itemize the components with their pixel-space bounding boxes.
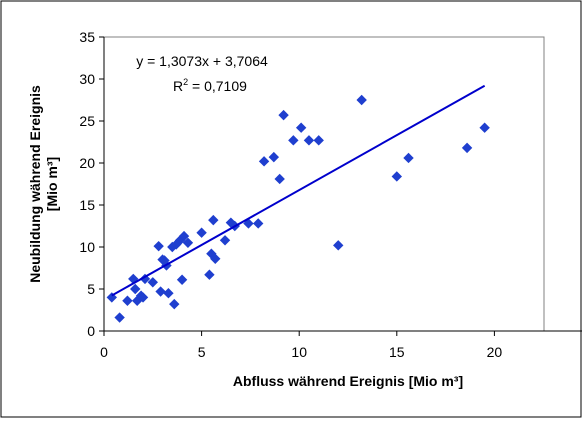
data-point: [295, 122, 307, 133]
y-axis-label-line1: Neubildung während Ereignis: [27, 85, 43, 283]
data-point: [163, 288, 174, 299]
data-point: [253, 218, 264, 229]
data-point: [268, 151, 280, 163]
data-point: [479, 122, 490, 133]
x-axis-label: Abfluss während Ereignis [Mio m³]: [233, 373, 463, 389]
y-axis-ticks: 0 5 10 15 20 25 30 35: [79, 29, 104, 339]
data-point: [258, 156, 270, 167]
data-point: [333, 240, 344, 251]
data-point: [403, 152, 414, 164]
r-squared-superscript: 2: [183, 77, 188, 87]
y-tick-label: 20: [79, 155, 95, 171]
y-tick-label: 5: [87, 281, 95, 297]
data-point: [461, 142, 473, 154]
x-tick-label: 5: [198, 344, 206, 360]
x-tick-label: 15: [389, 344, 405, 360]
data-point: [137, 292, 149, 303]
data-point: [303, 135, 315, 146]
data-point: [130, 283, 141, 295]
data-point: [147, 277, 158, 288]
data-point: [155, 286, 166, 297]
r-squared-label: R2 = 0,7109: [173, 77, 247, 94]
data-point: [176, 274, 188, 285]
data-point: [122, 295, 133, 306]
x-tick-label: 20: [487, 344, 503, 360]
trendline: [111, 84, 486, 297]
y-axis-label-line2: [Mio m³]: [44, 157, 60, 211]
data-point: [274, 173, 285, 185]
y-tick-label: 10: [79, 239, 95, 255]
data-point: [196, 227, 207, 238]
data-point: [219, 235, 231, 246]
data-point: [204, 269, 215, 280]
y-tick-label: 25: [79, 113, 95, 129]
data-point: [139, 273, 151, 285]
r-squared-prefix: R: [173, 78, 183, 94]
data-point: [114, 312, 125, 323]
x-tick-label: 10: [291, 344, 307, 360]
data-point: [169, 298, 180, 310]
data-point: [208, 214, 219, 226]
y-tick-label: 35: [79, 29, 95, 45]
data-point: [313, 135, 324, 146]
r-squared-value: = 0,7109: [188, 78, 247, 94]
y-tick-label: 0: [87, 323, 95, 339]
data-point: [288, 135, 299, 146]
data-point: [178, 230, 190, 242]
data-point: [182, 237, 194, 248]
data-point: [153, 240, 164, 252]
data-point: [210, 253, 221, 264]
data-point: [278, 109, 289, 121]
x-tick-label: 0: [100, 344, 108, 360]
data-point: [356, 94, 367, 106]
y-tick-label: 15: [79, 197, 95, 213]
y-tick-label: 30: [79, 71, 95, 87]
trendline-equation: y = 1,3073x + 3,7064: [136, 53, 268, 69]
data-point: [391, 171, 402, 182]
